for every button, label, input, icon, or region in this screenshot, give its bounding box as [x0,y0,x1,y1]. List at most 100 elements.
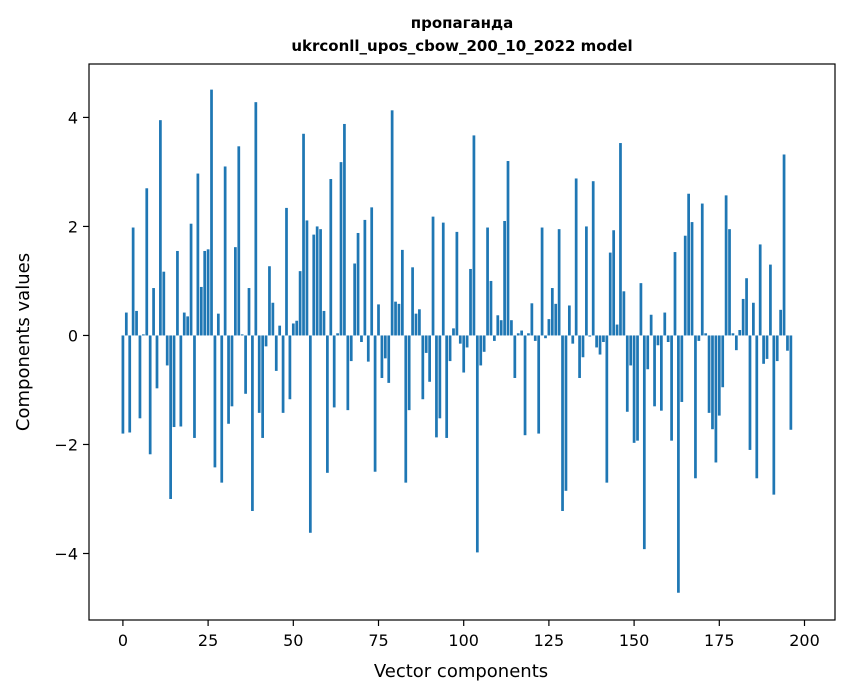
bar-66 [346,335,350,411]
bar-35 [240,334,244,336]
bar-48 [285,207,288,336]
bar-135 [581,335,585,358]
bar-67 [349,335,353,362]
bar-103 [472,135,476,336]
bar-126 [550,288,554,336]
bar-181 [738,330,742,336]
bar-171 [704,333,708,336]
bar-137 [588,335,592,337]
bar-3 [131,227,135,336]
bar-168 [694,335,697,479]
bar-167 [690,222,694,336]
bar-33 [234,247,237,336]
bar-41 [261,335,264,438]
bar-20 [189,223,193,336]
y-tick-label: −2 [54,435,78,454]
bar-62 [332,335,336,408]
x-axis-ticks: 0 25 50 75 100 125 150 175 200 [118,620,820,650]
y-tick-label: 4 [68,108,78,127]
bar-143 [608,252,612,336]
bar-46 [278,325,282,336]
bar-108 [489,280,493,336]
bar-142 [605,335,609,483]
bar-60 [326,335,329,473]
bar-65 [343,123,346,336]
bar-150 [632,335,636,443]
bar-72 [366,335,370,362]
bar-121 [533,335,537,341]
bar-106 [482,335,486,352]
bar-166 [687,193,690,336]
bar-140 [598,335,602,355]
bar-99 [458,335,462,344]
bar-22 [196,173,200,336]
bar-149 [629,335,633,366]
bar-169 [697,335,701,341]
bar-183 [745,278,748,336]
bar-63 [336,333,339,336]
bar-6 [141,334,145,336]
x-tick-label: 150 [619,631,650,650]
x-tick-label: 50 [283,631,303,650]
y-tick-label: 2 [68,217,78,236]
bar-39 [254,102,258,336]
bar-0 [121,335,125,434]
bar-4 [135,310,138,336]
bar-172 [707,335,711,413]
bar-23 [199,286,203,336]
bar-89 [424,335,428,353]
bar-161 [670,335,673,441]
bar-131 [567,305,571,336]
bar-29 [220,335,224,483]
bar-151 [636,335,639,441]
bar-192 [775,335,779,362]
bar-116 [516,333,520,336]
bar-series [121,89,793,593]
bar-82 [401,249,404,336]
bar-56 [312,234,316,336]
bar-64 [339,162,343,336]
bar-30 [223,166,227,336]
bar-111 [499,320,503,336]
bar-19 [186,316,190,336]
bar-100 [462,335,466,373]
bar-55 [308,335,312,533]
bar-162 [673,252,677,336]
bar-160 [666,335,670,342]
bar-113 [506,161,510,336]
bar-102 [469,268,472,336]
bar-70 [360,335,363,342]
bar-83 [404,335,408,483]
bar-24 [203,250,207,336]
bar-176 [721,335,725,388]
bar-158 [660,335,663,411]
bar-127 [554,303,558,336]
bar-47 [281,335,285,413]
bar-191 [772,335,776,495]
bar-184 [748,335,752,450]
bar-115 [513,335,517,378]
bar-122 [537,335,541,434]
bar-84 [407,335,411,411]
bar-43 [268,266,271,336]
bar-81 [397,303,401,336]
bar-85 [411,267,414,336]
bar-32 [230,335,234,407]
bar-187 [758,244,762,336]
bar-52 [298,271,302,336]
bar-144 [612,230,616,336]
bar-53 [302,133,305,336]
chart-title-line1: пропаганда [411,14,513,32]
bar-157 [656,335,660,346]
bar-145 [615,324,619,336]
bar-152 [639,283,643,336]
bar-18 [182,312,186,336]
bar-110 [496,315,500,336]
bar-2 [128,335,132,433]
y-axis-label: Components values [13,253,34,431]
bar-196 [789,335,793,430]
bar-80 [394,301,397,336]
bar-42 [264,335,268,347]
bar-120 [530,303,534,336]
